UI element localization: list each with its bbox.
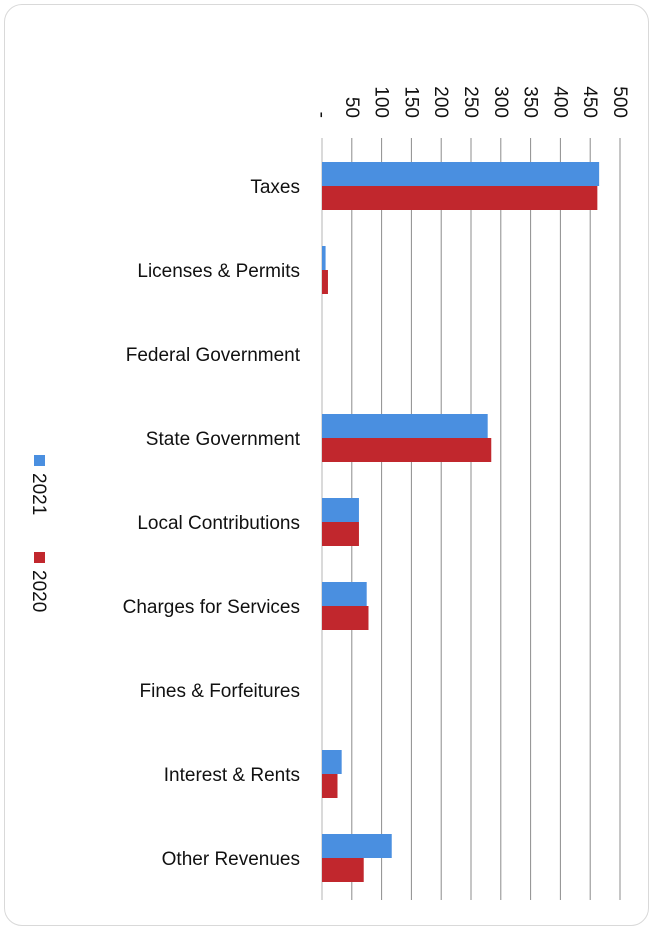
bar-2021: [322, 246, 326, 270]
x-tick-label: -: [311, 112, 332, 118]
category-label: Interest & Rents: [164, 765, 300, 786]
bar-2021: [322, 750, 342, 774]
legend-label-2021: 2021: [28, 473, 49, 515]
bar-2020: [322, 270, 328, 294]
bar-2020: [322, 858, 364, 882]
bar-2021: [322, 414, 488, 438]
x-tick-label: 300: [490, 86, 511, 118]
bar-2021: [322, 834, 392, 858]
category-label: Taxes: [250, 177, 300, 198]
x-tick-label: 100: [371, 86, 392, 118]
bar-2021: [322, 162, 599, 186]
x-tick-label: 50: [341, 97, 362, 118]
x-tick-label: 400: [549, 86, 570, 118]
x-tick-label: 350: [520, 86, 541, 118]
bar-2020: [322, 186, 597, 210]
category-label: Other Revenues: [162, 849, 300, 870]
x-tick-label: 150: [400, 86, 421, 118]
category-label: Fines & Forfeitures: [140, 681, 301, 702]
bar-2020: [322, 438, 491, 462]
bar-2020: [322, 774, 337, 798]
category-label: Charges for Services: [123, 597, 300, 618]
category-label: Local Contributions: [137, 513, 300, 534]
legend-swatch-2020: [34, 552, 45, 563]
x-tick-label: 250: [460, 86, 481, 118]
legend-label-2020: 2020: [28, 570, 49, 612]
x-tick-label: 450: [579, 86, 600, 118]
bar-2021: [322, 498, 359, 522]
category-label: Federal Government: [126, 345, 301, 366]
bar-2020: [322, 606, 368, 630]
bar-2020: [322, 522, 359, 546]
x-tick-label: 200: [430, 86, 451, 118]
x-tick-label: 500: [609, 86, 630, 118]
category-label: Licenses & Permits: [137, 261, 300, 282]
category-label: State Government: [146, 429, 301, 450]
legend-swatch-2021: [34, 455, 45, 466]
bar-2021: [322, 582, 367, 606]
